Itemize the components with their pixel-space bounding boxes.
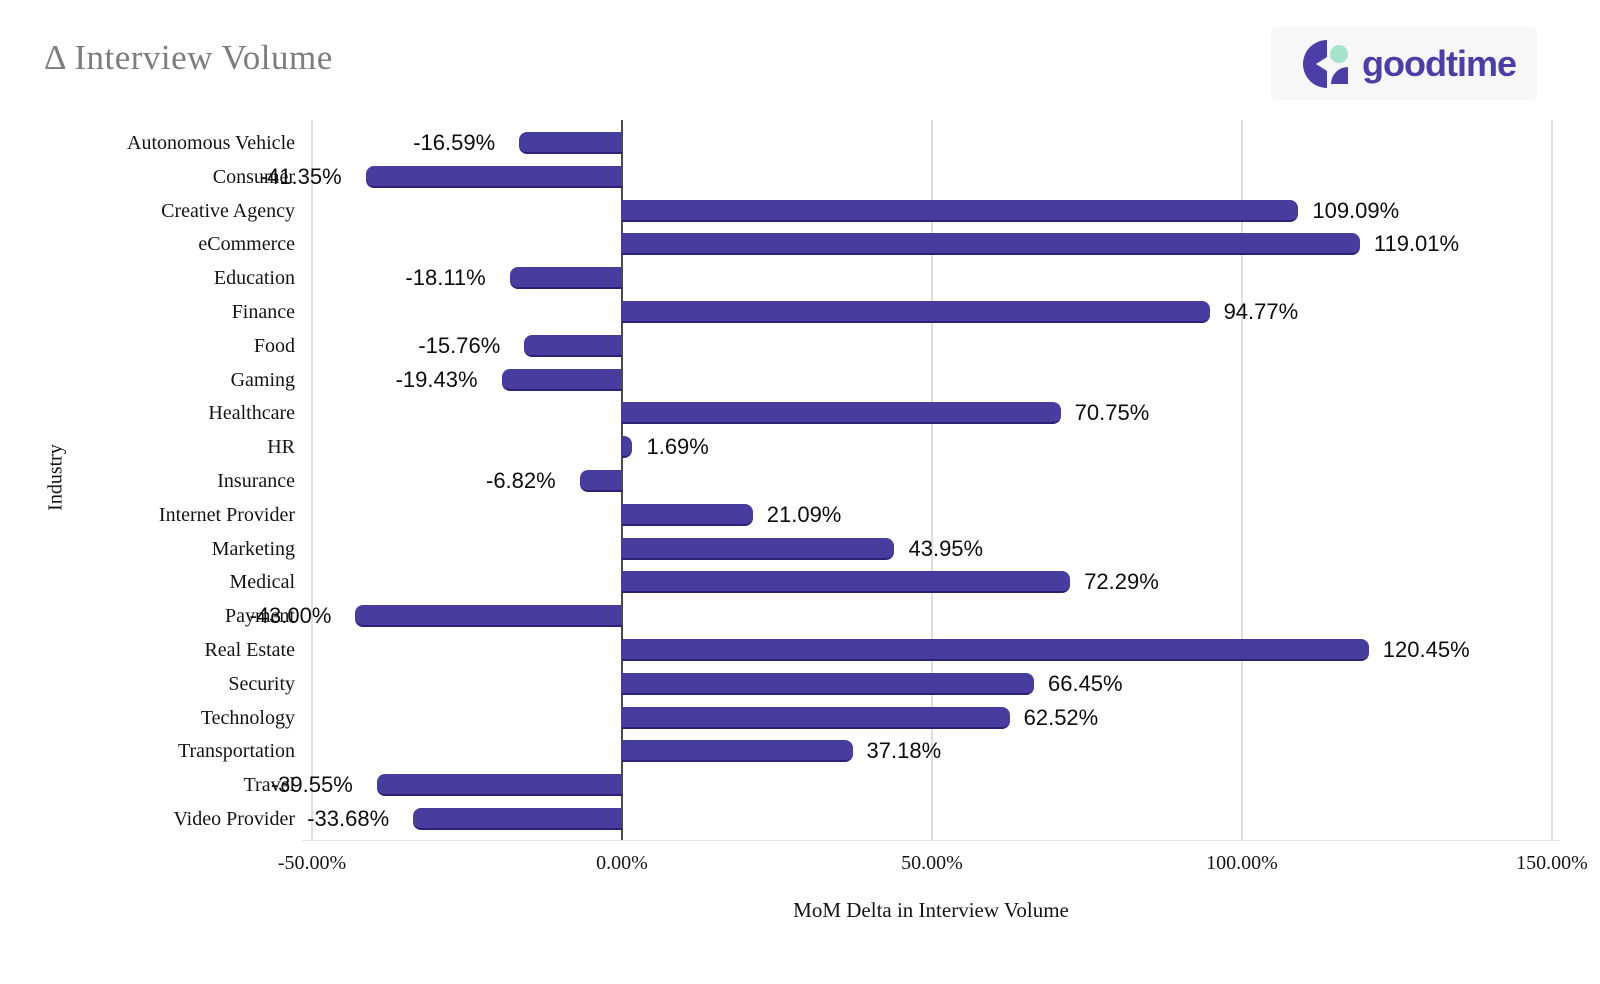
category-label: Real Estate <box>204 639 295 661</box>
value-label: 120.45% <box>1382 637 1470 662</box>
category-label: Creative Agency <box>161 199 295 222</box>
value-label: 37.18% <box>866 738 942 764</box>
goodtime-logo: goodtime <box>1271 27 1537 100</box>
bar <box>501 368 622 391</box>
x-tick-label: 50.00% <box>901 852 963 874</box>
bar <box>579 470 622 492</box>
x-tick-label: -50.00% <box>277 852 347 874</box>
value-label: 94.77% <box>1223 299 1299 324</box>
value-label: 66.45% <box>1047 670 1123 696</box>
category-label: Medical <box>229 571 295 594</box>
value-label: -19.43% <box>395 366 478 392</box>
value-label: 119.01% <box>1373 231 1460 257</box>
bar <box>622 639 1369 661</box>
gridline <box>311 120 313 840</box>
x-tick-label: 0.00% <box>596 852 648 874</box>
bar <box>622 503 753 526</box>
bar <box>622 706 1010 729</box>
bar <box>622 571 1071 594</box>
value-label: 70.75% <box>1074 400 1150 426</box>
category-label: Autonomous Vehicle <box>127 132 295 154</box>
gridline <box>931 120 933 840</box>
category-label: Video Provider <box>173 808 295 830</box>
value-label: 62.52% <box>1023 704 1099 730</box>
x-axis-title: MoM Delta in Interview Volume <box>793 898 1069 922</box>
value-label: 43.95% <box>908 535 984 561</box>
x-axis-line <box>302 840 1560 841</box>
bar <box>519 132 622 154</box>
value-label: -15.76% <box>418 332 501 358</box>
logo-green-dot <box>1330 44 1348 63</box>
logo-quarter-circle <box>1331 66 1348 84</box>
bar <box>413 808 622 830</box>
bar <box>622 672 1034 695</box>
value-label: -6.82% <box>486 468 556 493</box>
bar <box>622 740 853 763</box>
category-label: Marketing <box>211 537 295 560</box>
logo-wordmark: goodtime <box>1362 42 1517 84</box>
category-label: Transportation <box>177 740 295 763</box>
bar <box>509 267 622 290</box>
logo-notch-shape <box>1316 56 1327 71</box>
category-label: Travel <box>243 774 295 797</box>
category-label: HR <box>267 436 295 459</box>
bar <box>622 402 1061 425</box>
category-label: Internet Provider <box>158 503 295 526</box>
bar <box>622 436 633 459</box>
bar <box>622 199 1299 222</box>
value-label: -41.35% <box>259 163 342 189</box>
value-label: -43.00% <box>249 603 332 629</box>
value-label: -16.59% <box>413 130 496 155</box>
category-label: eCommerce <box>198 233 295 256</box>
value-label: 72.29% <box>1084 569 1159 595</box>
goodtime-logo-icon <box>1303 39 1349 88</box>
bar <box>376 774 622 797</box>
bar <box>622 537 895 560</box>
category-label: Finance <box>231 301 295 323</box>
page-title: Δ Interview Volume <box>44 38 333 77</box>
category-label: Payment <box>225 605 295 628</box>
value-label: 21.09% <box>766 501 842 527</box>
value-label: -18.11% <box>405 265 486 291</box>
category-label: Food <box>253 334 295 357</box>
category-label: Security <box>228 672 295 695</box>
category-label: Gaming <box>230 368 295 391</box>
category-label: Insurance <box>217 470 295 492</box>
category-label: Technology <box>200 706 295 729</box>
value-label: -33.68% <box>307 806 390 831</box>
value-label: -39.55% <box>270 772 353 798</box>
y-axis-title: Industry <box>44 444 67 511</box>
bar <box>524 334 622 357</box>
bar <box>622 233 1360 256</box>
bar <box>355 605 622 628</box>
category-label: Education <box>213 267 295 290</box>
x-tick-label: 150.00% <box>1516 852 1588 874</box>
value-label: 1.69% <box>646 434 709 460</box>
bar <box>365 165 622 188</box>
x-tick-label: 100.00% <box>1206 852 1278 874</box>
category-label: Healthcare <box>208 402 295 425</box>
gridline <box>1241 120 1243 840</box>
zero-axis-line <box>621 120 623 840</box>
gridline <box>1551 120 1553 840</box>
category-label: Consumer <box>212 165 295 188</box>
value-label: 109.09% <box>1312 197 1400 223</box>
bar <box>622 301 1210 323</box>
